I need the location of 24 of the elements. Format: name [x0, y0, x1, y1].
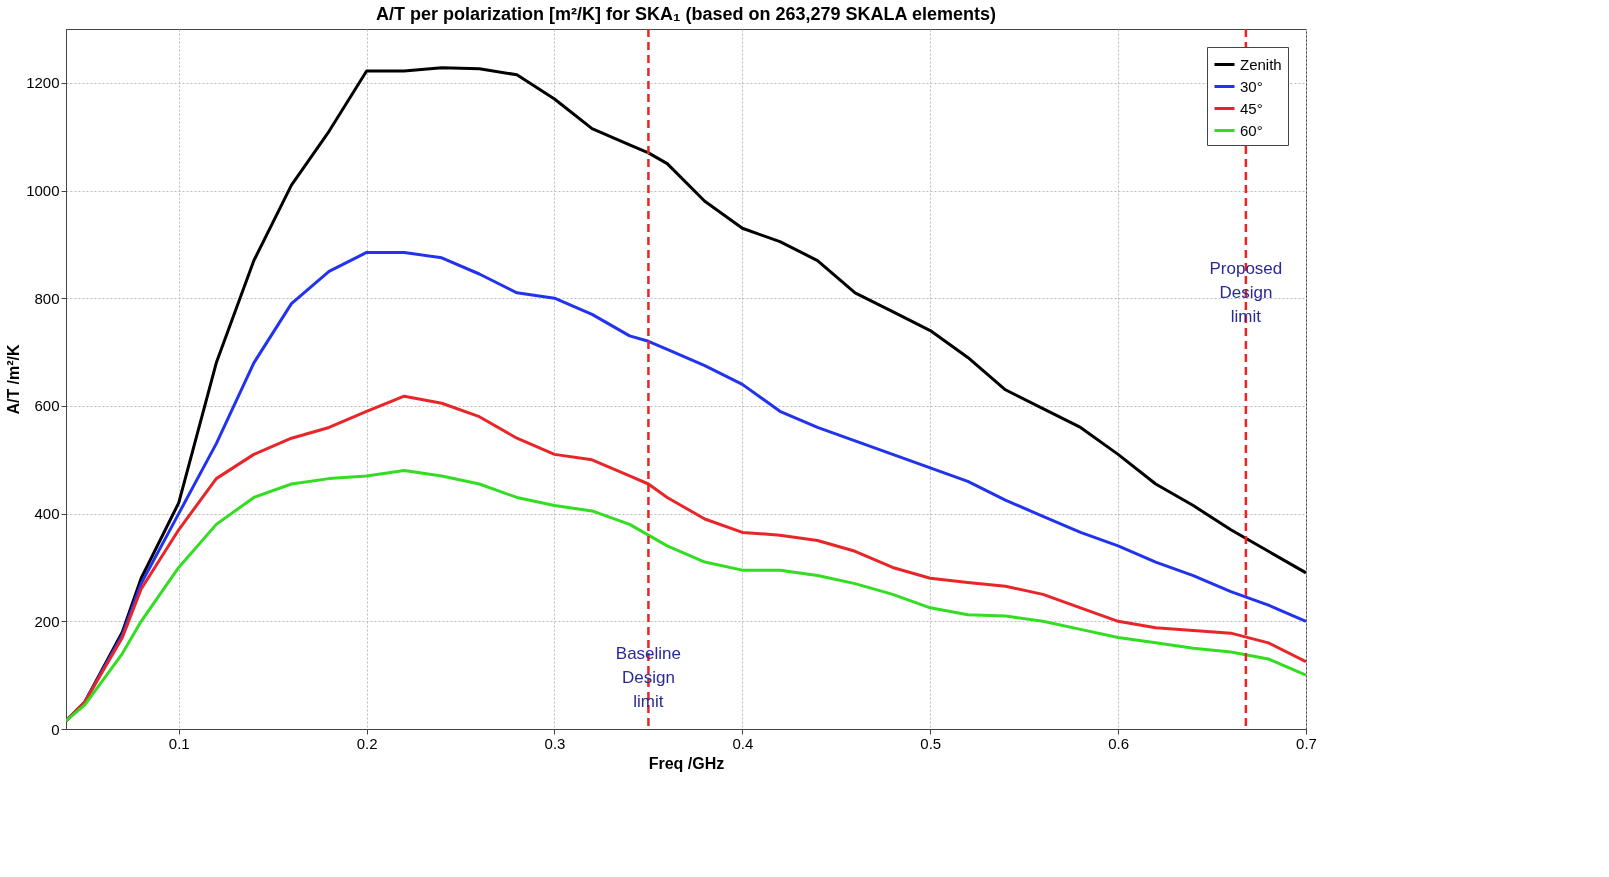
legend-label: 45°: [1240, 99, 1263, 117]
y-tick-label: 1000: [26, 182, 60, 200]
x-tick-label: 0.5: [920, 734, 942, 752]
y-tick-label: 200: [34, 612, 60, 630]
chart-title: A/T per polarization [m²/K] for SKA₁ (based on 263,279 SKALA elements): [376, 3, 996, 24]
ref-line-label: Proposed Design limit: [1209, 259, 1283, 326]
y-tick-label: 1200: [26, 74, 60, 92]
x-tick-label: 0.1: [168, 734, 190, 752]
x-tick-label: 0.7: [1296, 734, 1317, 752]
x-tick-label: 0.6: [1108, 734, 1130, 752]
legend-label: Zenith: [1240, 55, 1282, 73]
legend-label: 30°: [1240, 77, 1263, 95]
x-tick-label: 0.4: [732, 734, 754, 752]
ref-line-label: Baseline Design limit: [615, 644, 682, 711]
y-axis-title: A/T /m²/K: [5, 343, 23, 415]
y-tick-label: 600: [34, 397, 60, 415]
x-axis-title: Freq /GHz: [648, 754, 725, 772]
x-tick-label: 0.3: [544, 734, 566, 752]
line-series: [66, 469, 1306, 723]
x-tick-label: 0.2: [356, 734, 378, 752]
y-tick-label: 400: [34, 505, 60, 523]
legend-label: 60°: [1240, 121, 1263, 139]
y-tick-label: 0: [51, 720, 60, 738]
y-tick-label: 800: [34, 289, 60, 307]
